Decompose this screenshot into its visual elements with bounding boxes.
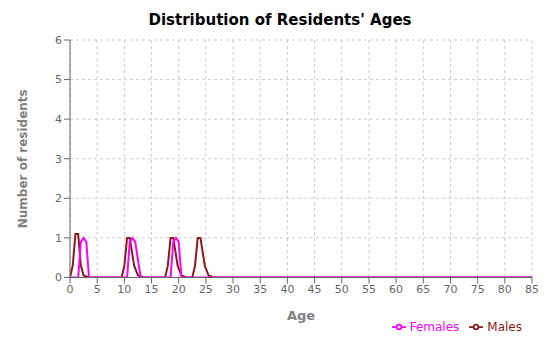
svg-text:40: 40: [280, 283, 294, 296]
svg-text:70: 70: [443, 283, 457, 296]
svg-text:2: 2: [55, 192, 62, 205]
svg-text:4: 4: [55, 113, 62, 126]
svg-text:0: 0: [67, 283, 74, 296]
svg-text:25: 25: [199, 283, 213, 296]
html-text:Distribution of Residents' Age: Distribution of Residents' Ages: [148, 11, 412, 29]
svg-text:55: 55: [362, 283, 376, 296]
svg-text:50: 50: [335, 283, 349, 296]
svg-text:5: 5: [94, 283, 101, 296]
svg-text:0: 0: [55, 271, 62, 284]
svg-text:60: 60: [389, 283, 403, 296]
svg-text:20: 20: [172, 283, 186, 296]
svg-text:15: 15: [145, 283, 159, 296]
svg-text:45: 45: [308, 283, 322, 296]
svg-text:5: 5: [55, 73, 62, 86]
svg-text:3: 3: [55, 153, 62, 166]
html-text:Males: Males: [487, 319, 522, 334]
svg-text:30: 30: [226, 283, 240, 296]
svg-text:Number of residents: Number of residents: [16, 89, 30, 228]
svg-text:35: 35: [253, 283, 267, 296]
html-text:Females: Females: [409, 319, 460, 334]
svg-text:85: 85: [525, 283, 539, 296]
svg-text:1: 1: [55, 232, 62, 245]
svg-text:10: 10: [117, 283, 131, 296]
svg-text:6: 6: [55, 34, 62, 47]
svg-text:75: 75: [471, 283, 485, 296]
svg-text:65: 65: [416, 283, 430, 296]
svg-text:Age: Age: [287, 308, 315, 323]
svg-text:80: 80: [498, 283, 512, 296]
